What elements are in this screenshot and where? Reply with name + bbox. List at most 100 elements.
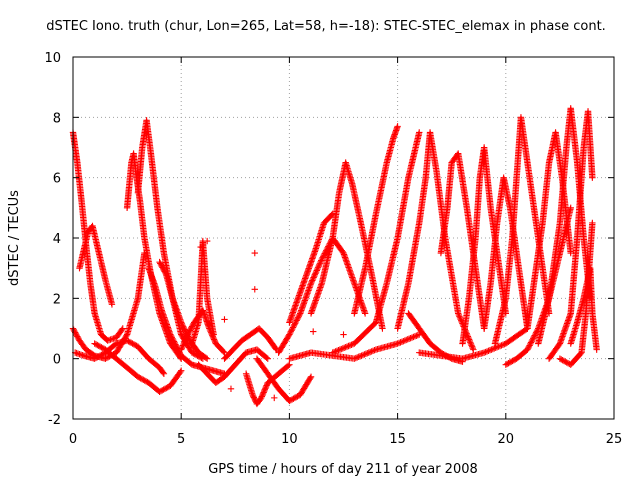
data-point [103, 354, 111, 362]
data-point [167, 332, 175, 340]
data-point [291, 320, 299, 327]
y-tick-label: 10 [44, 51, 61, 66]
data-point [108, 301, 116, 308]
data-point [220, 348, 227, 355]
data-point [259, 390, 267, 397]
data-point [251, 286, 258, 293]
data-point [137, 375, 144, 382]
data-point [159, 387, 166, 394]
data-point [271, 394, 278, 402]
data-point [339, 248, 346, 256]
y-tick-label: -2 [48, 413, 61, 428]
data-point [310, 328, 317, 335]
data-point [99, 350, 106, 358]
data-point [123, 332, 130, 340]
data-point [94, 353, 101, 361]
data-point [136, 374, 143, 381]
data-point [227, 385, 235, 393]
data-point [177, 368, 184, 376]
data-point [181, 326, 188, 333]
data-point [92, 354, 100, 362]
data-point [188, 349, 196, 356]
data-point [307, 280, 315, 287]
data-point [589, 219, 596, 227]
data-point [190, 350, 197, 357]
data-point [286, 397, 293, 405]
data-point [191, 350, 198, 358]
x-axis-label: GPS time / hours of day 211 of year 2008 [208, 462, 478, 477]
data-point [251, 249, 258, 257]
data-point [172, 341, 179, 348]
data-point [294, 393, 301, 400]
data-point [258, 394, 265, 402]
data-point [179, 342, 187, 349]
data-point [294, 314, 302, 321]
data-point [169, 335, 176, 342]
data-point [288, 327, 295, 334]
data-point [180, 340, 187, 348]
data-point [285, 332, 292, 340]
data-point [309, 275, 317, 283]
data-point [286, 329, 294, 337]
data-point [261, 386, 269, 393]
data-point [178, 346, 185, 353]
x-tick-label: 15 [389, 432, 406, 447]
data-point [221, 349, 228, 356]
data-point [292, 393, 300, 401]
data-point [263, 354, 270, 361]
data-point [314, 264, 322, 271]
data-point [132, 341, 139, 349]
data-point [291, 321, 298, 328]
data-point [311, 272, 318, 280]
y-tick-label: 6 [53, 172, 61, 187]
data-point [142, 378, 150, 385]
data-point [160, 370, 168, 377]
data-point [170, 338, 178, 345]
data-point [319, 254, 326, 261]
data-point [156, 388, 163, 396]
data-point [284, 362, 292, 369]
data-point [318, 255, 326, 263]
chart-title: dSTEC Iono. truth (chur, Lon=265, Lat=58… [46, 19, 606, 34]
y-axis-label: dSTEC / TECUs [7, 190, 22, 286]
data-point [307, 373, 315, 380]
data-point [173, 344, 181, 351]
data-point [94, 341, 101, 349]
data-point [118, 326, 126, 333]
data-point [96, 352, 104, 359]
data-point [104, 353, 112, 361]
data-point [296, 311, 303, 319]
data-point [170, 336, 177, 344]
data-point [125, 338, 132, 345]
data-point [289, 325, 296, 333]
y-tick-label: 0 [53, 353, 61, 368]
data-point [180, 339, 188, 346]
data-point [593, 346, 600, 353]
data-point [92, 341, 100, 348]
data-point [203, 355, 211, 362]
data-point [315, 263, 322, 270]
data-point [99, 344, 106, 352]
data-point [163, 384, 170, 392]
data-point [178, 319, 185, 326]
data-point [264, 355, 271, 362]
data-point [123, 337, 131, 344]
data-point [182, 336, 189, 344]
data-point [262, 383, 270, 391]
x-tick-label: 0 [69, 432, 77, 447]
data-marks [69, 105, 600, 408]
data-point [361, 310, 369, 317]
data-point [293, 317, 300, 324]
data-point [211, 337, 218, 345]
data-point [178, 320, 186, 328]
data-point [210, 331, 217, 338]
data-point [182, 335, 190, 342]
data-point [287, 328, 295, 335]
data-point [171, 339, 178, 347]
data-point [95, 353, 102, 360]
data-point [261, 387, 268, 395]
data-point [98, 344, 105, 351]
data-point [91, 355, 98, 362]
data-point [292, 318, 300, 326]
